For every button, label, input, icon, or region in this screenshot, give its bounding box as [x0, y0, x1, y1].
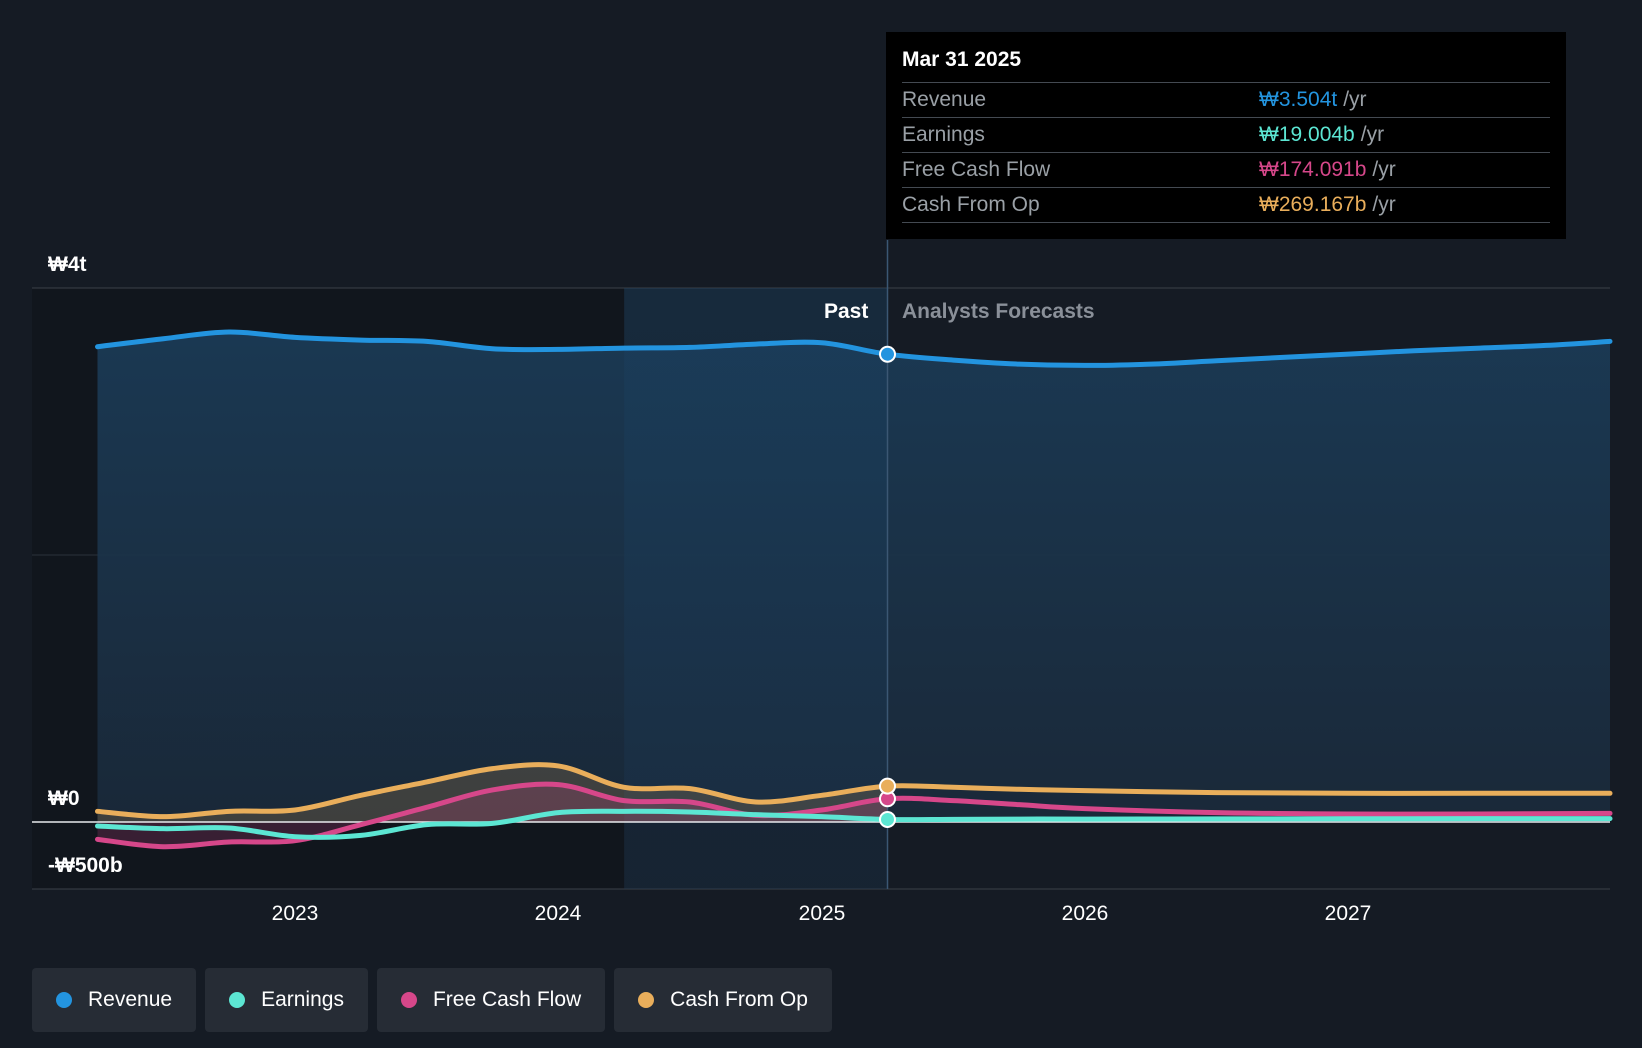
tooltip-label: Free Cash Flow: [902, 158, 1051, 181]
tooltip-unit: /yr: [1343, 88, 1367, 111]
revenue-marker: [879, 345, 896, 363]
past-label: Past: [824, 300, 869, 323]
tooltip-date: Mar 31 2025: [902, 46, 1550, 83]
earnings-marker: [879, 810, 896, 828]
tooltip-label: Cash From Op: [902, 193, 1040, 216]
legend-item-cash-from-op[interactable]: Cash From Op: [614, 968, 832, 1032]
tooltip: Mar 31 2025 Revenue ₩3.504t /yr Earnings…: [886, 32, 1566, 239]
free-cash-flow-area: [97, 784, 888, 847]
tooltip-row-earnings: Earnings ₩19.004b /yr: [902, 118, 1550, 153]
cash-from-op-dot-icon: [638, 992, 655, 1008]
x-label-2026: 2026: [1061, 902, 1109, 925]
tooltip-row-cfo: Cash From Op ₩269.167b /yr: [902, 188, 1550, 223]
x-label-2027: 2027: [1324, 902, 1372, 925]
tooltip-unit: /yr: [1372, 158, 1396, 181]
legend-label: Earnings: [261, 988, 344, 1011]
tooltip-label: Earnings: [902, 123, 985, 146]
y-label-zero: ₩0: [48, 787, 80, 810]
revenue-line: [95, 329, 1613, 368]
tooltip-row-fcf: Free Cash Flow ₩174.091b /yr: [902, 153, 1550, 188]
tooltip-unit: /yr: [1372, 193, 1396, 216]
legend-label: Free Cash Flow: [432, 988, 582, 1011]
free-cash-flow-dot-icon: [400, 992, 417, 1008]
revenue-dot-icon: [56, 992, 72, 1008]
tooltip-unit: /yr: [1360, 123, 1385, 146]
legend-label: Cash From Op: [670, 988, 808, 1011]
cash-from-op-area: [97, 764, 888, 822]
legend-label: Revenue: [88, 988, 173, 1011]
legend-item-earnings[interactable]: Earnings: [205, 968, 368, 1032]
tooltip-value: ₩174.091b: [1259, 158, 1367, 181]
tooltip-row-revenue: Revenue ₩3.504t /yr: [902, 83, 1550, 118]
tooltip-value: ₩3.504t: [1259, 88, 1338, 111]
tooltip-value: ₩19.004b: [1259, 123, 1355, 146]
tooltip-label: Revenue: [902, 88, 987, 111]
x-label-2023: 2023: [271, 902, 319, 925]
tooltip-value: ₩269.167b: [1259, 193, 1367, 216]
legend-item-revenue[interactable]: Revenue: [32, 968, 197, 1032]
x-label-2024: 2024: [534, 902, 582, 925]
cash-from-op-line: [95, 762, 1613, 820]
y-label-top: ₩4t: [48, 253, 87, 276]
y-label-bottom: -₩500b: [48, 854, 123, 877]
legend: Revenue Earnings Free Cash Flow Cash Fro…: [32, 968, 832, 1032]
earnings-line: [95, 808, 1613, 840]
legend-item-free-cash-flow[interactable]: Free Cash Flow: [376, 968, 606, 1032]
cash-from-op-marker: [879, 777, 896, 795]
earnings-dot-icon: [229, 992, 246, 1008]
x-label-2025: 2025: [798, 902, 846, 925]
forecast-label: Analysts Forecasts: [902, 300, 1095, 323]
